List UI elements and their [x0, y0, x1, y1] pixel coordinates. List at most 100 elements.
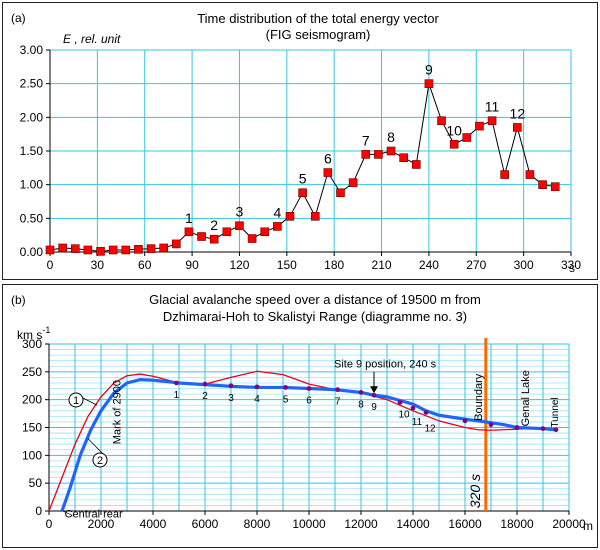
- site-number-label: 10: [398, 409, 410, 420]
- energy-data-point: [386, 146, 396, 156]
- energy-data-point: [273, 222, 282, 231]
- x-tick-label: 180: [324, 258, 344, 272]
- peak-number-label: 8: [387, 129, 395, 145]
- energy-data-point: [298, 188, 307, 198]
- x-tick-label: 8000: [244, 517, 271, 531]
- energy-chart-svg: (a) Time distribution of the total energ…: [11, 11, 581, 275]
- site-number-label: 2: [202, 391, 208, 402]
- energy-data-point: [121, 245, 131, 255]
- energy-data-point: [487, 116, 497, 125]
- chart-subtitle: Dzhimarai-Hoh to Skalistyi Range (diagra…: [163, 309, 467, 324]
- y-tick-label: 150: [22, 421, 42, 435]
- site-marker: [423, 410, 429, 415]
- y-tick-label: 250: [22, 365, 42, 379]
- panel-label: (b): [11, 293, 26, 307]
- peak-number-label: 9: [425, 62, 433, 78]
- x-tick-label: 30: [91, 258, 105, 272]
- energy-data-point: [475, 121, 484, 131]
- series-1-line: [48, 370, 557, 512]
- series-2-label: 2: [97, 455, 103, 467]
- energy-data-point: [449, 139, 459, 149]
- x-tick-label: 6000: [192, 517, 219, 531]
- peak-number-label: 1: [185, 210, 193, 226]
- y-axis-label: km s-1: [17, 325, 50, 342]
- peak-number-label: 12: [510, 105, 526, 121]
- x-tick-label: 10000: [292, 517, 326, 531]
- y-axis-label-exponent: -1: [42, 325, 50, 335]
- x-tick-label: 90: [185, 258, 199, 272]
- site-marker: [540, 426, 546, 432]
- series-1-label: 1: [73, 395, 79, 407]
- energy-data-point: [235, 221, 244, 231]
- energy-data-point: [500, 170, 509, 179]
- site-number-label: 12: [424, 423, 436, 434]
- energy-data-point: [424, 79, 434, 88]
- x-tick-label: 120: [229, 258, 249, 272]
- energy-data-point: [146, 244, 156, 253]
- series-1-leader-line: [82, 397, 98, 406]
- site-marker: [202, 381, 208, 387]
- mark-2900-label: Mark of 2900: [112, 380, 124, 444]
- peak-number-label: 6: [324, 151, 332, 167]
- series-1-label-circle: [68, 392, 84, 408]
- site-marker: [283, 385, 288, 390]
- central-rear-label: Central rear: [65, 509, 123, 521]
- energy-data-point: [70, 244, 80, 253]
- boundary-label: Boundary: [473, 373, 485, 421]
- energy-data-point: [83, 245, 93, 255]
- energy-data-point: [374, 150, 383, 159]
- x-tick-label: 2000: [88, 517, 115, 531]
- site-marker: [397, 400, 403, 405]
- tunnel-label: Tunnel: [550, 397, 561, 427]
- peak-number-label: 3: [236, 204, 244, 220]
- series-2-line: [60, 378, 557, 512]
- energy-data-point: [525, 170, 535, 179]
- x-tick-label: 0: [47, 258, 54, 272]
- x-tick-label: 330: [561, 258, 581, 272]
- chart-title: Glacial avalanche speed over a distance …: [149, 292, 481, 307]
- peak-number-label: 5: [299, 171, 307, 187]
- peak-number-label: 4: [273, 204, 281, 220]
- energy-data-point: [260, 227, 270, 237]
- energy-data-point: [134, 245, 143, 254]
- x-tick-label: 12000: [344, 517, 378, 531]
- site-number-label: 1: [174, 390, 180, 401]
- x-tick-label: 20000: [552, 517, 586, 531]
- site-marker: [488, 422, 494, 428]
- peak-number-label: 10: [446, 122, 462, 138]
- site-marker: [358, 390, 364, 395]
- energy-data-point: [513, 123, 522, 132]
- x-tick-label: 18000: [500, 517, 534, 531]
- site-marker: [335, 387, 340, 393]
- energy-chart-panel: (a) Time distribution of the total energ…: [2, 2, 598, 280]
- x-axis-unit: s: [569, 261, 575, 275]
- peak-number-label: 7: [362, 132, 370, 148]
- energy-data-point: [538, 180, 547, 189]
- x-tick-label: 300: [514, 258, 534, 272]
- site-number-label: 4: [254, 394, 260, 405]
- site-number-label: 7: [335, 397, 341, 408]
- avalanche-speed-panel: (b) Glacial avalanche speed over a dista…: [2, 284, 598, 548]
- energy-data-point: [462, 133, 472, 142]
- y-tick-label: 1.50: [20, 144, 44, 158]
- energy-data-point: [310, 212, 320, 221]
- energy-data-point: [285, 212, 295, 221]
- site-number-label: 9: [371, 402, 377, 413]
- y-tick-label: 50: [29, 476, 43, 490]
- site-number-label: 6: [306, 396, 312, 407]
- y-tick-label: 100: [22, 448, 42, 462]
- x-tick-label: 240: [419, 258, 439, 272]
- energy-data-point: [247, 234, 257, 243]
- x-tick-label: 4000: [140, 517, 167, 531]
- x-tick-label: 16000: [448, 517, 482, 531]
- y-tick-label: 3.00: [20, 43, 44, 57]
- energy-data-point: [58, 243, 67, 253]
- energy-data-point: [45, 245, 55, 255]
- y-tick-label: 1.00: [20, 178, 44, 192]
- site-marker: [462, 418, 468, 424]
- peak-number-label: 2: [210, 217, 218, 233]
- energy-series-line: [49, 83, 556, 252]
- panel-label: (a): [11, 11, 26, 25]
- site9-annotation: Site 9 position, 240 s: [334, 358, 437, 370]
- series-2-label-circle: [92, 452, 108, 468]
